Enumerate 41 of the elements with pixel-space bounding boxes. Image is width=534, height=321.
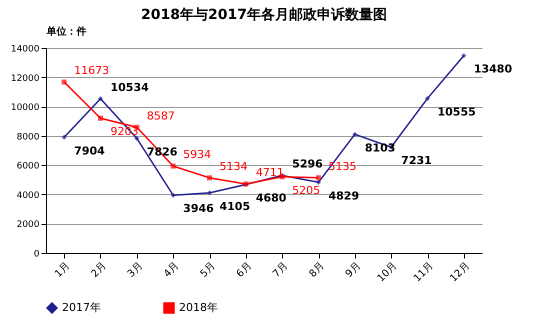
- data-label: 7904: [74, 144, 106, 158]
- data-label: 3946: [183, 202, 214, 216]
- y-tick-label: 0: [34, 250, 40, 260]
- data-label: 5296: [292, 157, 324, 170]
- x-tick-label: 6月: [234, 260, 254, 280]
- data-label: 5934: [183, 148, 212, 162]
- chart-title: 2018年与2017年各月邮政申诉数量图: [141, 7, 387, 23]
- data-label: 8587: [146, 109, 175, 122]
- x-tick-label: 3月: [126, 260, 146, 280]
- data-label: 13480: [474, 62, 512, 76]
- y-tick-label: 6000: [16, 162, 40, 172]
- data-label: 7231: [401, 154, 432, 168]
- y-axis-title: 单位：件: [46, 26, 86, 38]
- x-tick-label: 2月: [89, 260, 109, 280]
- y-tick-label: 10000: [10, 103, 40, 114]
- legend-label: 2018年: [179, 301, 218, 314]
- legend-label: 2017年: [62, 301, 101, 314]
- data-label: 4829: [328, 189, 360, 202]
- data-label: 11673: [74, 64, 110, 78]
- x-tick-label: 7月: [271, 260, 290, 280]
- data-label: 5134: [220, 160, 248, 173]
- data-label: 4680: [256, 191, 287, 204]
- x-tick-label: 10月: [376, 260, 400, 284]
- x-tick-label: 8月: [307, 260, 327, 280]
- data-label: 5205: [292, 184, 320, 197]
- data-label: 10534: [110, 80, 150, 94]
- x-tick-label: 5月: [198, 260, 218, 280]
- y-tick-label: 12000: [10, 74, 40, 84]
- y-tick-label: 4000: [16, 190, 40, 201]
- x-tick-label: 12月: [448, 260, 472, 284]
- data-label: 10555: [438, 105, 476, 118]
- x-tick-label: 11月: [412, 260, 436, 284]
- data-label: 4711: [256, 166, 284, 180]
- x-tick-label: 9月: [344, 260, 364, 280]
- data-label: 4105: [220, 200, 250, 213]
- y-tick-label: 2000: [16, 220, 40, 230]
- x-tick-label: 1月: [53, 260, 72, 280]
- y-tick-label: 14000: [10, 44, 40, 54]
- y-tick-label: 8000: [16, 132, 40, 142]
- x-tick-label: 4月: [162, 260, 182, 280]
- data-label: 8103: [364, 141, 396, 154]
